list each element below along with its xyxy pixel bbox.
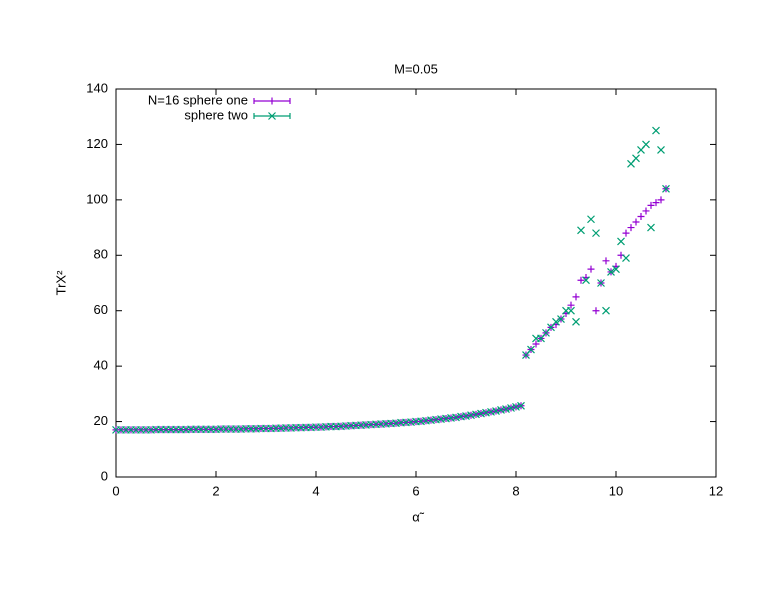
point <box>662 184 670 193</box>
point <box>622 229 630 237</box>
y-tick-label: 0 <box>101 468 108 483</box>
point <box>607 267 615 276</box>
point <box>557 315 565 323</box>
point <box>527 345 535 354</box>
x-axis-label: α̃ <box>412 509 425 524</box>
legend-label: sphere two <box>184 107 248 122</box>
point <box>647 201 655 209</box>
point <box>552 317 560 326</box>
x-tick-label: 4 <box>312 483 319 498</box>
point <box>572 293 580 301</box>
point <box>567 301 575 309</box>
point <box>567 306 575 315</box>
x-tick-label: 8 <box>512 483 519 498</box>
legend-sample <box>253 112 291 120</box>
point <box>532 340 540 348</box>
point <box>622 254 630 262</box>
y-axis-label: TrX² <box>53 270 68 295</box>
point <box>602 257 610 265</box>
y-tick-label: 20 <box>94 413 108 428</box>
x-tick-label: 2 <box>212 483 219 498</box>
chart-title: M=0.05 <box>394 61 438 76</box>
point <box>577 276 585 284</box>
point <box>572 317 580 326</box>
point <box>597 279 605 287</box>
point <box>617 237 625 246</box>
point <box>577 226 585 235</box>
point <box>632 154 640 163</box>
point <box>582 276 590 285</box>
point <box>642 140 650 149</box>
x-tick-label: 12 <box>709 483 723 498</box>
point <box>637 212 645 220</box>
point <box>592 307 600 315</box>
point <box>627 224 635 232</box>
legend-sample <box>253 97 291 105</box>
point <box>587 265 595 273</box>
point <box>517 401 525 410</box>
point <box>657 146 665 154</box>
point <box>612 265 620 274</box>
y-tick-label: 40 <box>94 358 108 373</box>
y-tick-label: 120 <box>86 136 108 151</box>
point <box>632 218 640 226</box>
point <box>587 215 595 224</box>
x-tick-label: 6 <box>412 483 419 498</box>
point <box>652 199 660 207</box>
point <box>652 126 660 135</box>
point <box>642 207 650 215</box>
y-tick-label: 140 <box>86 80 108 95</box>
point <box>647 223 655 232</box>
x-tick-label: 0 <box>112 483 119 498</box>
y-tick-label: 100 <box>86 191 108 206</box>
point <box>592 229 600 238</box>
point <box>602 306 610 315</box>
legend-label: N=16 sphere one <box>148 92 248 107</box>
y-tick-label: 80 <box>94 247 108 262</box>
x-tick-label: 10 <box>609 483 623 498</box>
point <box>657 196 665 204</box>
y-tick-label: 60 <box>94 302 108 317</box>
